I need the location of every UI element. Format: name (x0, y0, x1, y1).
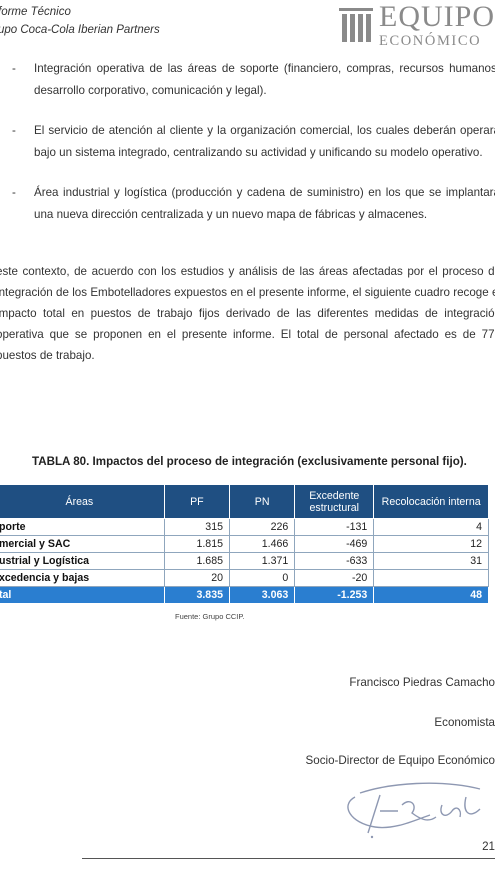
table-source: Fuente: Grupo CCIP. (175, 612, 245, 621)
table-total-row: tal 3.835 3.063 -1.253 48 (0, 586, 489, 604)
columns-logo-icon (339, 8, 373, 42)
row-area: ustrial y Logística (0, 552, 165, 570)
row-recolocacion: 4 (373, 518, 489, 536)
total-recolocacion: 48 (373, 586, 489, 604)
row-area: xcedencia y bajas (0, 569, 165, 587)
table-header-row: Áreas PF PN Excedente estructural Recolo… (0, 484, 489, 519)
document-header: forme Técnico upo Coca-Cola Iberian Part… (0, 3, 160, 39)
row-recolocacion: 31 (373, 552, 489, 570)
row-area: porte (0, 518, 165, 536)
header-client: upo Coca-Cola Iberian Partners (0, 24, 160, 36)
row-recolocacion (373, 569, 489, 587)
bullet-list: - Integración operativa de las áreas de … (0, 58, 495, 244)
signatory-role: Economista (434, 716, 495, 729)
table-row: ustrial y Logística 1.685 1.371 -633 31 (0, 552, 489, 570)
bullet-item: - Integración operativa de las áreas de … (0, 58, 495, 102)
table-row: mercial y SAC 1.815 1.466 -469 12 (0, 535, 489, 553)
col-header-recolocacion: Recolocación interna (373, 484, 489, 519)
row-pf: 1.685 (163, 552, 230, 570)
row-pf: 315 (163, 518, 230, 536)
logo-line2: ECONÓMICO (379, 33, 482, 49)
total-pn: 3.063 (228, 586, 296, 604)
col-header-excedente: Excedente estructural (294, 484, 375, 519)
handwritten-signature (347, 782, 481, 839)
total-label: tal (0, 586, 165, 604)
row-area: mercial y SAC (0, 535, 165, 553)
row-excedente: -20 (294, 569, 375, 587)
table-row: xcedencia y bajas 20 0 -20 (0, 569, 489, 587)
signatory-name: Francisco Piedras Camacho (349, 676, 495, 689)
header-report-type: forme Técnico (0, 6, 71, 18)
row-pf: 20 (163, 569, 230, 587)
row-excedente: -469 (294, 535, 375, 553)
bullet-text: Área industrial y logística (producción … (34, 186, 495, 221)
row-pn: 1.371 (228, 552, 296, 570)
signatory-title: Socio-Director de Equipo Económico (305, 754, 495, 767)
table-title: TABLA 80. Impactos del proceso de integr… (32, 455, 467, 468)
row-excedente: -633 (294, 552, 375, 570)
page-number: 21 (482, 840, 495, 853)
row-pn: 0 (228, 569, 296, 587)
footer-rule (82, 858, 495, 859)
logo-line1: EQUIPO (379, 0, 495, 33)
row-excedente: -131 (294, 518, 375, 536)
bullet-item: - Área industrial y logística (producció… (0, 182, 495, 226)
col-header-pn: PN (228, 484, 296, 519)
bullet-text: El servicio de atención al cliente y la … (34, 124, 495, 159)
col-header-pf: PF (163, 484, 230, 519)
impact-table: Áreas PF PN Excedente estructural Recolo… (0, 484, 489, 604)
row-pf: 1.815 (163, 535, 230, 553)
bullet-item: - El servicio de atención al cliente y l… (0, 120, 495, 164)
total-excedente: -1.253 (294, 586, 375, 604)
context-paragraph: este contexto, de acuerdo con los estudi… (0, 265, 495, 362)
equipo-economico-logo: EQUIPO ECONÓMICO (339, 0, 495, 49)
row-recolocacion: 12 (373, 535, 489, 553)
total-pf: 3.835 (163, 586, 230, 604)
bullet-text: Integración operativa de las áreas de so… (34, 62, 495, 97)
row-pn: 226 (228, 518, 296, 536)
table-row: porte 315 226 -131 4 (0, 518, 489, 536)
col-header-areas: Áreas (0, 484, 165, 519)
row-pn: 1.466 (228, 535, 296, 553)
